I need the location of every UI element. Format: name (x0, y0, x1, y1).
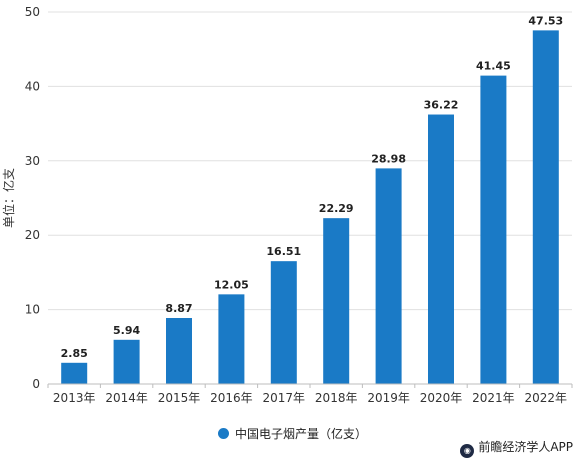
bar (428, 114, 454, 385)
data-label: 36.22 (424, 99, 459, 112)
x-tick-label: 2018年 (315, 391, 358, 405)
bar (480, 75, 507, 384)
y-tick-label: 30 (25, 154, 40, 168)
y-tick-label: 10 (25, 303, 40, 317)
y-axis-ticks: 0 10 20 30 40 50 (25, 5, 40, 391)
bar (218, 294, 245, 384)
y-tick-label: 0 (32, 377, 40, 391)
x-tick-label: 2019年 (367, 391, 410, 405)
brand-text: 前瞻经济学人APP (478, 440, 573, 454)
x-tick-label: 2020年 (420, 391, 463, 405)
bar (323, 218, 350, 384)
legend-swatch (217, 428, 229, 439)
data-label: 22.29 (319, 202, 354, 215)
y-tick-label: 40 (25, 79, 40, 93)
brand-logo-icon: ◉ (460, 444, 475, 458)
x-axis-ticks: 2013年 2014年 2015年 2016年 2017年 2018年 2019年 2020年… (47, 384, 573, 405)
bar (532, 30, 559, 384)
bars (61, 30, 559, 385)
data-label: 12.05 (214, 278, 249, 291)
x-tick-label: 2021年 (472, 391, 515, 405)
data-label: 2.85 (61, 347, 88, 360)
bar (270, 261, 297, 384)
bar (113, 339, 140, 384)
data-label: 28.98 (371, 152, 406, 165)
data-label: 41.45 (476, 60, 511, 73)
legend-label: 中国电子烟产量（亿支） (234, 427, 367, 441)
data-labels: 2.85 5.94 8.87 12.05 16.51 22.29 28.98 36.22 41.… (61, 14, 564, 359)
data-label: 16.51 (266, 245, 301, 258)
x-tick-label: 2022年 (525, 391, 568, 405)
y-tick-label: 20 (25, 228, 40, 242)
data-label: 8.87 (165, 302, 192, 315)
data-label: 5.94 (113, 324, 140, 337)
x-tick-label: 2014年 (105, 391, 148, 405)
x-tick-label: 2016年 (210, 391, 253, 405)
x-tick-label: 2017年 (263, 391, 306, 405)
legend: 中国电子烟产量（亿支） (0, 425, 585, 442)
data-label: 47.53 (528, 14, 563, 27)
bar (61, 362, 88, 384)
bar (375, 168, 402, 384)
x-tick-label: 2015年 (158, 391, 201, 405)
x-tick-label: 2013年 (53, 391, 96, 405)
branding: ◉ 前瞻经济学人APP (460, 438, 573, 458)
bar (166, 318, 192, 384)
y-axis-label: 单位：亿支 (1, 168, 16, 228)
y-tick-label: 50 (25, 5, 40, 19)
